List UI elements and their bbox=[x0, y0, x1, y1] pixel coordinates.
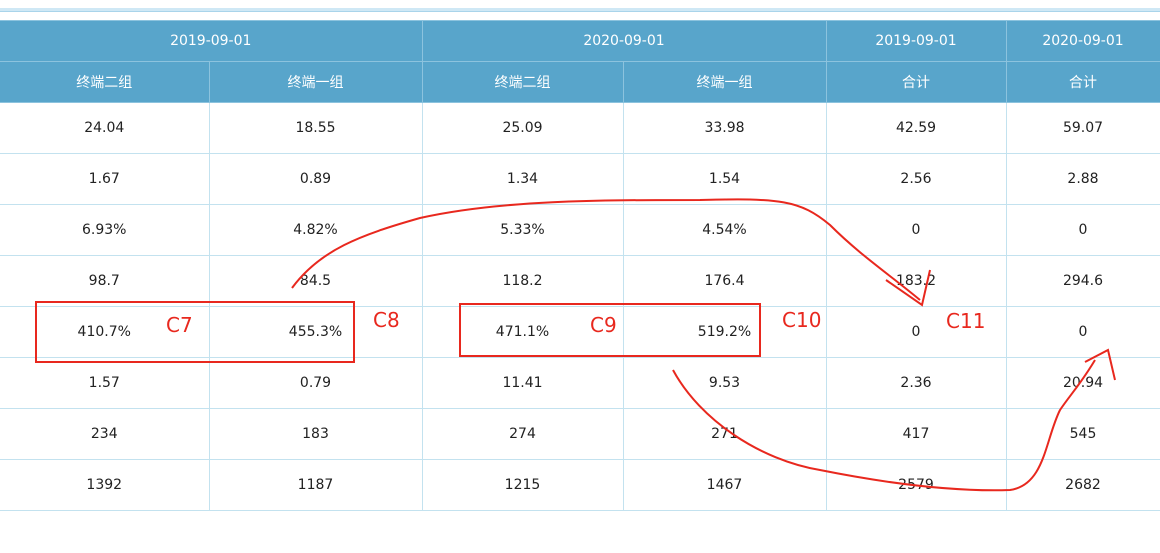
table-cell: 11.41 bbox=[421, 357, 624, 409]
table-cell: 0.79 bbox=[208, 357, 423, 409]
table-row: 1.67 0.89 1.34 1.54 2.56 2.88 bbox=[0, 153, 1160, 205]
column-header: 合计 bbox=[1005, 61, 1160, 103]
table-cell: 59.07 bbox=[1005, 102, 1160, 154]
table-cell: 1392 bbox=[0, 459, 210, 511]
header-group-cell: 2020-09-01 bbox=[421, 20, 827, 62]
table-row: 1.57 0.79 11.41 9.53 2.36 20.94 bbox=[0, 357, 1160, 409]
table-cell: 274 bbox=[421, 408, 624, 460]
table-cell: 2.88 bbox=[1005, 153, 1160, 205]
table-cell: 0 bbox=[825, 306, 1007, 358]
table-row: 410.7% 455.3% 471.1% 519.2% 0 0 bbox=[0, 306, 1160, 358]
table-cell: 2682 bbox=[1005, 459, 1160, 511]
table-cell: 271 bbox=[622, 408, 827, 460]
table-cell: 20.94 bbox=[1005, 357, 1160, 409]
table-cell: 84.5 bbox=[208, 255, 423, 307]
table-cell: 0 bbox=[825, 204, 1007, 256]
table-cell: 410.7% bbox=[0, 306, 210, 358]
table-cell: 98.7 bbox=[0, 255, 210, 307]
table-cell: 4.54% bbox=[622, 204, 827, 256]
table-cell: 1215 bbox=[421, 459, 624, 511]
table-cell: 176.4 bbox=[622, 255, 827, 307]
table-cell: 1.67 bbox=[0, 153, 210, 205]
table-cell: 6.93% bbox=[0, 204, 210, 256]
top-bar bbox=[0, 8, 1160, 12]
table-cell: 1.57 bbox=[0, 357, 210, 409]
table-cell: 183 bbox=[208, 408, 423, 460]
table-row: 6.93% 4.82% 5.33% 4.54% 0 0 bbox=[0, 204, 1160, 256]
table-cell: 25.09 bbox=[421, 102, 624, 154]
table-cell: 4.82% bbox=[208, 204, 423, 256]
column-header: 终端一组 bbox=[208, 61, 423, 103]
table-cell: 545 bbox=[1005, 408, 1160, 460]
table-cell: 234 bbox=[0, 408, 210, 460]
table-row: 234 183 274 271 417 545 bbox=[0, 408, 1160, 460]
table-cell: 1.54 bbox=[622, 153, 827, 205]
table-row: 24.04 18.55 25.09 33.98 42.59 59.07 bbox=[0, 102, 1160, 154]
table-cell: 118.2 bbox=[421, 255, 624, 307]
table-body: 24.04 18.55 25.09 33.98 42.59 59.07 1.67 0.89 1.… bbox=[0, 102, 1160, 511]
table-cell: 42.59 bbox=[825, 102, 1007, 154]
header-group-cell: 2019-09-01 bbox=[825, 20, 1007, 62]
table-cell: 2579 bbox=[825, 459, 1007, 511]
data-table: 2019-09-01 2020-09-01 2019-09-01 2020-09-01… bbox=[0, 20, 1160, 511]
header-group-row: 2019-09-01 2020-09-01 2019-09-01 2020-09-01 bbox=[0, 20, 1160, 62]
column-header: 终端一组 bbox=[622, 61, 827, 103]
table-cell: 18.55 bbox=[208, 102, 423, 154]
column-header: 合计 bbox=[825, 61, 1007, 103]
table-row: 1392 1187 1215 1467 2579 2682 bbox=[0, 459, 1160, 511]
column-header: 终端二组 bbox=[421, 61, 624, 103]
header-row: 终端二组 终端一组 终端二组 终端一组 合计 合计 bbox=[0, 61, 1160, 103]
column-header: 终端二组 bbox=[0, 61, 210, 103]
table-cell: 519.2% bbox=[622, 306, 827, 358]
table-cell: 33.98 bbox=[622, 102, 827, 154]
table-cell: 1187 bbox=[208, 459, 423, 511]
table-cell: 9.53 bbox=[622, 357, 827, 409]
table-cell: 24.04 bbox=[0, 102, 210, 154]
table-cell: 471.1% bbox=[421, 306, 624, 358]
table-cell: 294.6 bbox=[1005, 255, 1160, 307]
table-cell: 5.33% bbox=[421, 204, 624, 256]
header-group-cell: 2020-09-01 bbox=[1005, 20, 1160, 62]
header-group-cell: 2019-09-01 bbox=[0, 20, 423, 62]
table-cell: 455.3% bbox=[208, 306, 423, 358]
table-cell: 0.89 bbox=[208, 153, 423, 205]
table-cell: 2.36 bbox=[825, 357, 1007, 409]
table-cell: 1.34 bbox=[421, 153, 624, 205]
table-cell: 0 bbox=[1005, 306, 1160, 358]
table-cell: 2.56 bbox=[825, 153, 1007, 205]
table-cell: 183.2 bbox=[825, 255, 1007, 307]
table-cell: 417 bbox=[825, 408, 1007, 460]
table-cell: 1467 bbox=[622, 459, 827, 511]
table-cell: 0 bbox=[1005, 204, 1160, 256]
table-row: 98.7 84.5 118.2 176.4 183.2 294.6 bbox=[0, 255, 1160, 307]
